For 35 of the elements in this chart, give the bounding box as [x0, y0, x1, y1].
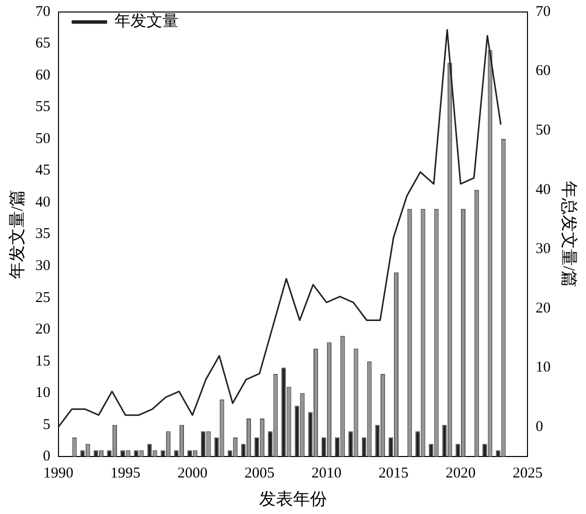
- x-tick-label: 2005: [244, 466, 274, 482]
- y2-axis-title: 年总发文量/篇: [559, 180, 578, 288]
- x-tick-label: 1990: [43, 466, 74, 482]
- y-tick-label: 15: [35, 353, 50, 370]
- y-tick-label: 40: [35, 194, 50, 210]
- y2-tick-label: 70: [536, 4, 551, 20]
- x-tick-label: 2025: [512, 466, 543, 482]
- y-tick-label: 30: [35, 258, 50, 274]
- y-axis-title: 年发文量/篇: [8, 189, 27, 280]
- y2-tick-label: 40: [536, 182, 551, 198]
- y-tick-label: 35: [35, 226, 50, 242]
- y-tick-label: 50: [35, 130, 50, 147]
- y-tick-label: 5: [42, 416, 50, 433]
- y2-tick-label: 20: [536, 300, 551, 316]
- y-tick-label: 45: [35, 162, 50, 179]
- y2-tick-label: 50: [536, 122, 551, 138]
- y-tick-label: 65: [35, 36, 50, 52]
- y-tick-label: 60: [35, 67, 50, 84]
- y-tick-label: 55: [35, 99, 50, 116]
- x-tick-label: 1995: [110, 466, 140, 482]
- x-axis-title: 发表年份: [259, 489, 327, 508]
- y2-tick-label: 10: [536, 360, 551, 376]
- legend-label: 年发文量: [114, 12, 178, 30]
- y2-tick-label: 60: [536, 63, 551, 80]
- y2-tick-label: 0: [536, 418, 544, 435]
- y-tick-label: 0: [42, 448, 50, 465]
- y-tick-label: 70: [35, 4, 50, 20]
- y-tick-label: 10: [35, 385, 50, 402]
- y2-tick-label: 30: [536, 241, 551, 258]
- x-tick-label: 2000: [177, 466, 208, 482]
- x-tick-label: 2020: [446, 466, 476, 482]
- x-tick-label: 2015: [378, 466, 409, 482]
- y-tick-label: 25: [35, 290, 50, 306]
- x-tick-label: 2010: [312, 466, 342, 482]
- y-tick-label: 20: [35, 322, 50, 338]
